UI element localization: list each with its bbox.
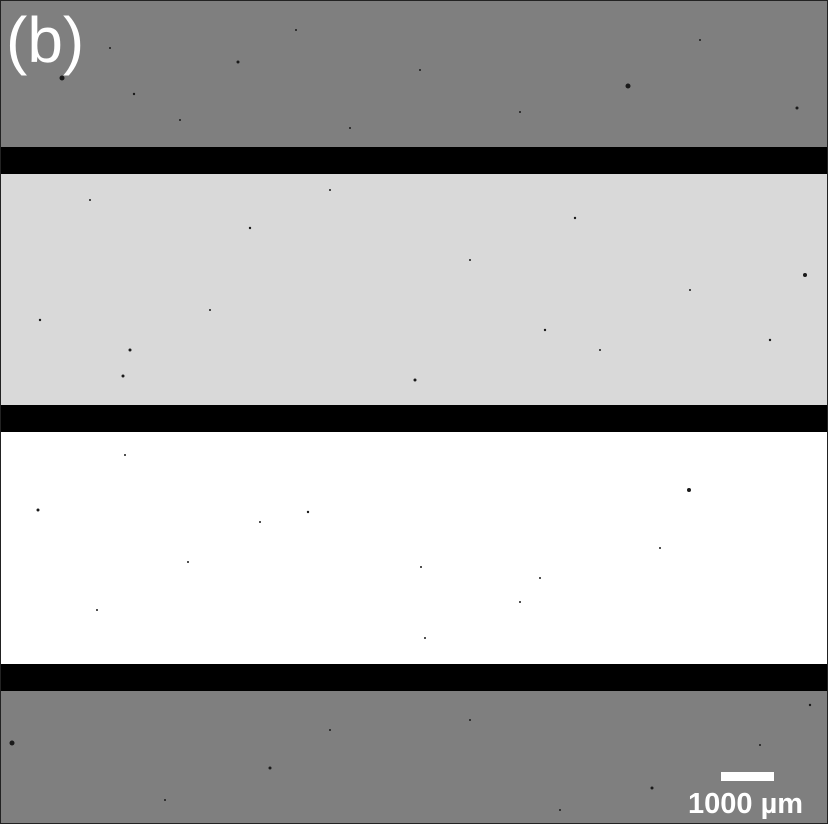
gray-band-bottom [0, 691, 828, 824]
panel-label: (b) [6, 4, 85, 76]
dark-bar-1 [0, 147, 828, 174]
dark-bar-3 [0, 664, 828, 691]
scale-bar-label: 1000 µm [688, 788, 804, 820]
gray-band-top [0, 0, 828, 147]
dark-bar-2 [0, 405, 828, 432]
white-band [0, 432, 828, 664]
scale-bar [721, 772, 774, 781]
